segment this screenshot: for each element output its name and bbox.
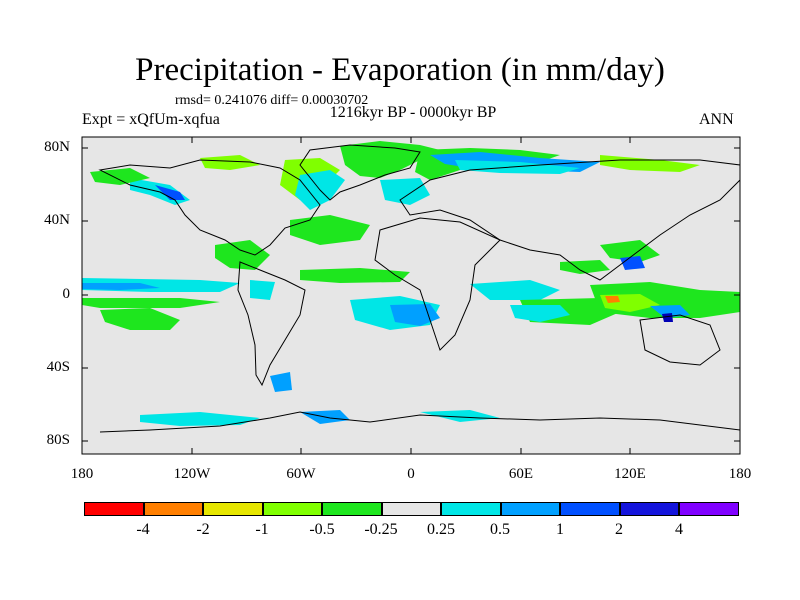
- y-label-80n: 80N: [44, 139, 70, 155]
- x-label-120w: 120W: [173, 466, 211, 482]
- colorbar-cell: [322, 502, 382, 516]
- patch-pacific-south-green: [82, 298, 220, 308]
- colorbar-label: 4: [675, 521, 683, 538]
- colorbar-cell: [619, 502, 679, 516]
- colorbar: [84, 502, 739, 516]
- colorbar-label: -0.25: [364, 521, 398, 538]
- colorbar-label: -0.5: [309, 521, 335, 538]
- patch-spcz-green: [100, 308, 180, 330]
- anomaly-patches: [82, 141, 740, 426]
- patch-southern-ocean-cyan: [140, 412, 260, 426]
- coast-south-america: [237, 261, 306, 387]
- colorbar-label: 2: [615, 521, 623, 538]
- patch-atlantic-green: [290, 215, 370, 245]
- patch-newguinea-darkblue: [662, 313, 673, 322]
- y-label-0: 0: [62, 286, 71, 302]
- colorbar-cell: [679, 502, 739, 516]
- colorbar-label: -4: [136, 521, 150, 538]
- colorbar-cell: [441, 502, 501, 516]
- x-label-60w: 60W: [286, 466, 316, 482]
- patch-amazon-cyan: [250, 280, 275, 300]
- patch-china-green: [600, 240, 660, 262]
- coast-north-america: [98, 159, 321, 256]
- season-label: ANN: [699, 111, 734, 128]
- patch-indian-south-cyan: [510, 305, 570, 322]
- x-label-180e: 180: [728, 466, 752, 482]
- colorbar-cell: [262, 502, 322, 516]
- patch-canada-green: [200, 155, 260, 170]
- patch-alaska-blue: [155, 185, 185, 200]
- colorbar-cell: [381, 502, 441, 516]
- y-label-40s: 40S: [46, 359, 70, 375]
- x-label-60e: 60E: [508, 466, 534, 482]
- patch-philippines-blue: [620, 256, 645, 270]
- colorbar-cell: [84, 502, 144, 516]
- x-label-180w: 180: [70, 466, 94, 482]
- colorbar-cell: [560, 502, 620, 516]
- y-label-40n: 40N: [44, 212, 70, 228]
- colorbar-cell: [203, 502, 263, 516]
- patch-drake-blue: [270, 372, 292, 392]
- colorbar-label: 0.5: [490, 521, 510, 538]
- colorbar-cell: [143, 502, 203, 516]
- patch-arctic-green: [340, 141, 440, 178]
- plot-title: Precipitation - Evaporation (in mm/day): [135, 52, 665, 88]
- patch-southern-indian-cyan: [420, 410, 500, 422]
- colorbar-cell: [500, 502, 560, 516]
- patch-europe-cyan: [380, 178, 430, 205]
- coast-greenland: [299, 144, 421, 201]
- coast-eurasia: [399, 159, 741, 281]
- patch-siberia-green: [600, 155, 700, 172]
- colorbar-label: 0.25: [427, 521, 455, 538]
- patch-borneo-orange: [605, 296, 620, 303]
- stats-text: rmsd= 0.241076 diff= 0.00030702: [175, 93, 369, 108]
- patch-indian-north-cyan: [470, 280, 560, 300]
- experiment-label: Expt = xQfUm-xqfua: [82, 111, 220, 128]
- y-label-80s: 80S: [46, 432, 70, 448]
- colorbar-label: -1: [255, 521, 269, 538]
- axis-ticks: [81, 137, 741, 454]
- x-label-120e: 120E: [614, 466, 646, 482]
- patch-pacific-itcz-blue: [82, 283, 160, 290]
- period-text: 1216kyr BP - 0000kyr BP: [329, 104, 497, 121]
- colorbar-label: -2: [196, 521, 210, 538]
- patch-atlantic-itcz-green: [300, 268, 410, 283]
- coast-australia: [639, 314, 721, 366]
- coast-antarctica: [99, 411, 741, 433]
- colorbar-label: 1: [556, 521, 564, 538]
- patch-central-america-green: [215, 240, 270, 270]
- x-label-0: 0: [407, 466, 415, 482]
- patch-indochina-green: [560, 260, 610, 274]
- coastlines: [98, 144, 741, 433]
- patch-south-atlantic-blue: [390, 304, 440, 326]
- coast-africa: [374, 217, 501, 351]
